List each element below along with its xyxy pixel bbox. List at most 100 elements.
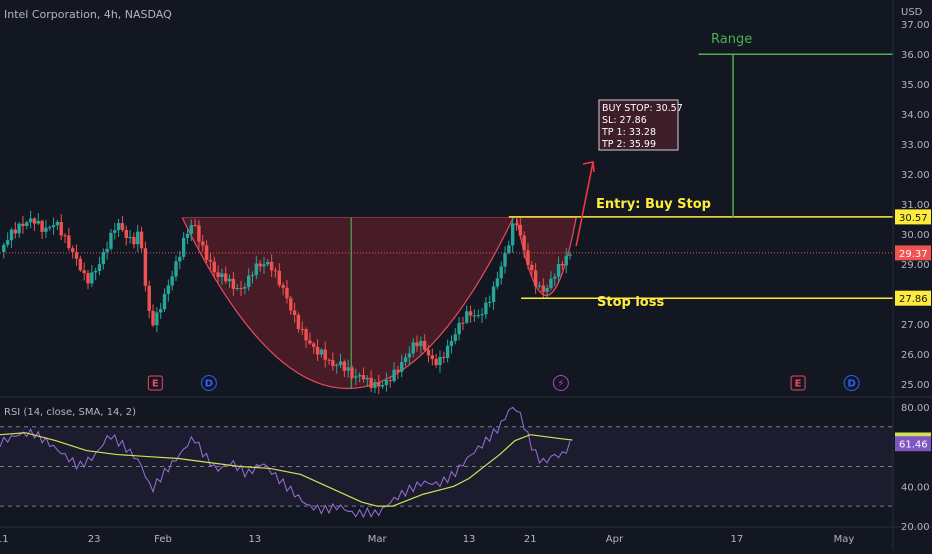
candle-body[interactable] [181,237,186,257]
candle-body[interactable] [327,359,331,361]
candle-body[interactable] [442,357,446,359]
candle-body[interactable] [193,225,197,227]
candle-body[interactable] [82,270,86,274]
candle-body[interactable] [93,271,98,273]
price-axis[interactable]: 37.00 36.00 35.00 34.00 33.00 32.00 31.00 30.00… [901,20,930,391]
candle-body[interactable] [158,309,163,313]
candle-body[interactable] [40,221,44,232]
candle-body[interactable] [281,285,285,288]
candle-body[interactable] [526,250,530,265]
candle-body[interactable] [296,314,301,330]
candle-body[interactable] [514,223,519,225]
candle-body[interactable] [269,261,274,271]
split-badge[interactable] [552,375,569,391]
candle-body[interactable] [530,264,534,271]
dividend-badge[interactable] [200,375,217,391]
candle-body[interactable] [361,375,366,380]
candle-body[interactable] [162,293,167,310]
candle-body[interactable] [243,286,247,289]
trade-info-box[interactable]: BUY STOP: 30.57 SL: 27.86 TP 1: 33.28 TP… [598,99,683,151]
candle-body[interactable] [101,251,106,265]
candle-body[interactable] [522,235,526,251]
candle-body[interactable] [227,278,232,282]
candle-body[interactable] [116,223,121,231]
candle-body[interactable] [189,225,193,234]
candle-body[interactable] [396,369,400,372]
candle-body[interactable] [44,227,48,232]
candles-layer[interactable] [2,210,572,395]
dividend-badge[interactable] [843,375,860,391]
candle-body[interactable] [457,322,461,335]
candle-body[interactable] [78,258,83,271]
candle-body[interactable] [415,342,419,347]
candle-body[interactable] [480,314,484,316]
candle-body[interactable] [476,315,480,317]
candle-body[interactable] [250,275,255,277]
candle-body[interactable] [143,248,148,286]
candle-body[interactable] [403,357,408,363]
candle-body[interactable] [5,240,10,245]
candle-body[interactable] [537,285,542,287]
entry-label[interactable]: Entry: Buy Stop [596,197,711,212]
candle-body[interactable] [465,311,469,323]
candle-body[interactable] [342,361,347,371]
candle-body[interactable] [434,358,438,366]
candle-body[interactable] [369,377,373,388]
candle-body[interactable] [400,362,404,372]
candle-body[interactable] [36,221,40,224]
candle-body[interactable] [323,349,327,360]
candle-body[interactable] [445,345,450,358]
candle-body[interactable] [55,221,60,226]
candle-body[interactable] [139,231,144,249]
candle-body[interactable] [63,235,67,237]
candle-body[interactable] [289,298,293,311]
candle-body[interactable] [109,232,113,249]
rsi-title[interactable]: RSI (14, close, SMA, 14, 2) [4,407,136,418]
candle-body[interactable] [553,276,557,279]
candle-body[interactable] [174,261,178,277]
range-label[interactable]: Range [711,32,752,47]
candle-body[interactable] [120,223,125,230]
candle-body[interactable] [545,288,549,292]
rsi-ma-line[interactable] [0,432,573,507]
candle-body[interactable] [208,259,213,262]
candle-body[interactable] [70,248,75,253]
candle-body[interactable] [411,342,415,354]
candle-body[interactable] [136,231,140,245]
candle-body[interactable] [419,340,423,347]
candle-body[interactable] [377,382,381,387]
candle-body[interactable] [503,252,507,267]
candle-body[interactable] [273,270,278,272]
candle-body[interactable] [254,263,259,276]
candle-body[interactable] [74,252,79,259]
candle-body[interactable] [185,233,190,238]
candle-body[interactable] [201,241,205,246]
candle-body[interactable] [472,315,477,317]
drawing-lines-layer[interactable] [0,53,893,299]
rsi-line[interactable] [0,406,571,519]
candle-body[interactable] [48,227,52,229]
candle-body[interactable] [315,346,320,355]
candle-body[interactable] [124,229,128,238]
symbol-title[interactable]: Intel Corporation, 4h, NASDAQ [4,8,172,21]
candle-body[interactable] [105,248,109,252]
candle-body[interactable] [170,276,174,286]
candle-body[interactable] [212,261,216,273]
earnings-badge[interactable] [147,375,163,391]
candle-body[interactable] [331,360,335,367]
candle-body[interactable] [197,225,201,242]
candle-body[interactable] [453,334,457,341]
candle-body[interactable] [568,254,572,256]
candle-body[interactable] [426,349,431,356]
candle-body[interactable] [510,223,515,246]
candle-body[interactable] [86,273,90,284]
entry-price-tag[interactable] [895,209,931,225]
candle-body[interactable] [354,376,358,378]
candle-body[interactable] [90,272,94,284]
candle-body[interactable] [220,273,224,277]
candle-body[interactable] [132,237,136,245]
candle-body[interactable] [246,275,251,287]
candle-body[interactable] [147,285,151,311]
